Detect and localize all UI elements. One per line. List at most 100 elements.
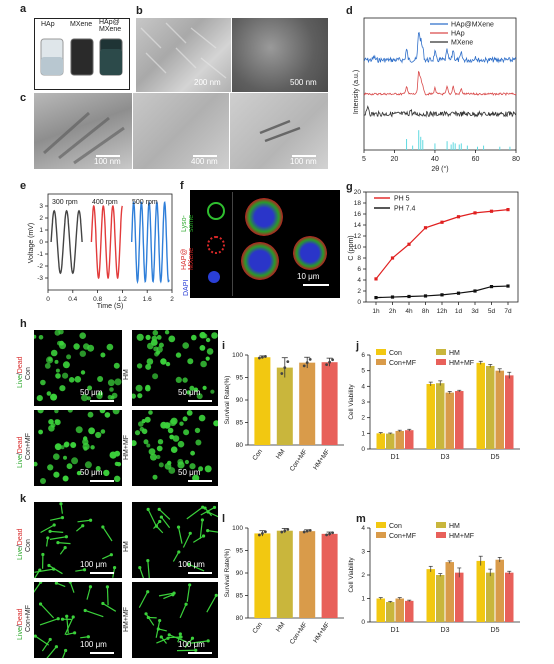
release-chart: 0 2 4 6 8 10 12 14 16 18 20 1h 2h 4h 8h 12h 1d 3d 5d 7d C (… <box>348 189 519 315</box>
legend-label: HM <box>449 350 460 357</box>
release-xtick-label: 8h <box>422 308 430 315</box>
y-tick-label: 1 <box>361 430 365 437</box>
y-tick-label: 6 <box>361 352 365 359</box>
x-tick-label: HM+MF <box>312 448 331 471</box>
legend-label: HM+MF <box>449 360 474 367</box>
voltage-ytick-label: 2 <box>39 215 43 222</box>
y-tick-label: 4 <box>361 525 365 532</box>
panel-label-e: e <box>20 180 27 192</box>
vial-label-mxene: MXene <box>70 21 93 28</box>
voltage-xtick-label: 0.8 <box>93 296 102 303</box>
confocal-dapi-small <box>199 262 229 292</box>
slash: / <box>17 453 24 456</box>
bar <box>445 562 454 622</box>
scale-label-b2: 500 nm <box>290 78 317 87</box>
panel-label-j: j <box>356 340 360 352</box>
release-point <box>423 294 428 298</box>
xrd-trace-hap-mxene <box>363 31 517 64</box>
bar <box>436 575 445 622</box>
bar-hm-mf <box>321 533 338 618</box>
release-point <box>374 277 378 281</box>
xrd-xlabel: 2θ (°) <box>431 165 448 173</box>
scale-label-c1: 100 nm <box>94 157 121 166</box>
release-point <box>390 256 395 260</box>
panel-label-c: c <box>20 92 27 104</box>
release-ytick-label: 20 <box>354 189 362 196</box>
scale-bar <box>90 652 114 654</box>
tem-rods-composite <box>259 119 301 143</box>
cell-green-ring <box>207 202 225 220</box>
bar-hm <box>276 367 293 445</box>
legend-label: HM+MF <box>449 533 474 540</box>
legend-swatch <box>436 349 446 355</box>
bar <box>486 365 495 449</box>
data-dot <box>325 533 328 537</box>
scale-bar <box>188 652 212 654</box>
scale-bar <box>188 480 212 482</box>
legend-label: Con+MF <box>389 533 416 540</box>
xrd-xtick-label: 40 <box>431 156 439 163</box>
scale-label-c3: 100 nm <box>290 157 317 166</box>
dead-word: Dead <box>17 608 24 626</box>
release-ylabel: C (ppm) <box>348 235 355 260</box>
release-point <box>473 211 477 215</box>
scale-bar-c3 <box>292 155 316 157</box>
data-dot <box>258 533 261 537</box>
voltage-ytick-label: 0 <box>39 239 43 246</box>
release-xtick-label: 3d <box>471 308 479 315</box>
scale-bar <box>188 400 212 402</box>
voltage-annot-400: 400 rpm <box>92 199 118 206</box>
condition-label-con: Con <box>25 367 32 380</box>
release-point <box>374 296 378 300</box>
sem-texture <box>140 22 227 79</box>
livedead-label: Live/Dead <box>17 356 24 388</box>
voltage-annot-500: 500 rpm <box>132 199 158 206</box>
data-dot <box>305 529 309 533</box>
condition-label-con: Con <box>25 539 32 552</box>
cell-field <box>132 410 218 482</box>
y-tick-label: 80 <box>236 442 244 449</box>
x-tick-label: HM <box>275 448 287 460</box>
live-word: Live <box>17 547 24 560</box>
release-legend: PH 5 PH 7.4 <box>374 196 416 213</box>
bar <box>386 433 395 449</box>
release-point <box>506 284 510 288</box>
y-tick-label: 90 <box>236 397 244 404</box>
voltage-trace-500rpm <box>131 200 170 285</box>
panel-label-k: k <box>20 493 27 505</box>
x-tick-label: D3 <box>441 627 450 634</box>
livedead-image: 50 μm <box>132 330 218 406</box>
y-tick-label: 2 <box>361 572 365 579</box>
scale-label-b1: 200 nm <box>194 78 221 87</box>
release-ytick-label: 6 <box>357 266 361 273</box>
bar <box>395 598 404 622</box>
panel-label-d: d <box>346 5 353 17</box>
data-dot <box>283 366 287 369</box>
y-tick-label: 95 <box>236 548 244 555</box>
bar <box>455 572 464 622</box>
release-line-ph5 <box>375 209 509 280</box>
y-tick-label: 0 <box>361 619 365 626</box>
scale-bar <box>90 480 114 482</box>
release-xtick-label: 7d <box>504 308 512 315</box>
merged-cell-1 <box>245 198 283 236</box>
release-point <box>506 208 510 212</box>
scale-label: 100 μm <box>80 640 107 649</box>
y-tick-label: 3 <box>361 399 365 406</box>
voltage-xtick-label: 0 <box>46 296 50 303</box>
scale-bar-c2 <box>193 155 217 157</box>
cell-field <box>138 583 218 652</box>
slash: / <box>17 625 24 628</box>
xrd-xtick-label: 60 <box>472 156 480 163</box>
release-point <box>489 209 494 213</box>
bar <box>486 572 495 622</box>
y-tick-label: 85 <box>236 593 244 600</box>
tem-image-mxene: 400 nm <box>133 93 229 169</box>
bar <box>426 569 435 622</box>
voltage-ytick-label: -2 <box>37 263 43 270</box>
viability-chart-m: 0 1 2 3 4 Cell Viability D1 D3 D5 Con HM Con+MF HM+M… <box>348 522 520 634</box>
cell-field <box>34 410 122 484</box>
release-point <box>456 215 461 219</box>
data-dot <box>328 360 331 364</box>
condition-label-hm-mf: HM+MF <box>123 434 130 460</box>
